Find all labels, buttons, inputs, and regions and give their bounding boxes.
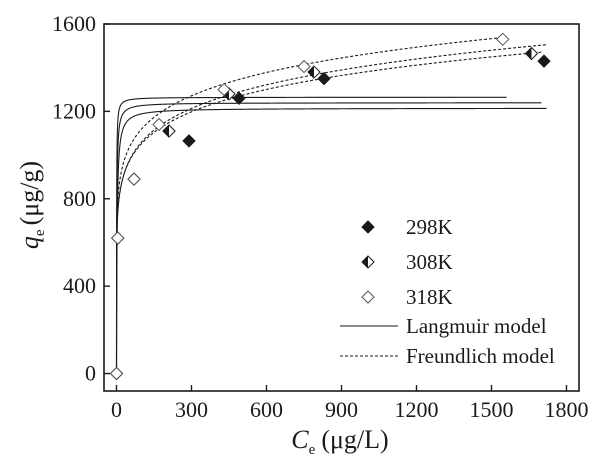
legend-marker-308K (361, 255, 375, 269)
data-point-318K (496, 32, 510, 46)
marker-half (525, 47, 532, 60)
legend-label-langmuir: Langmuir model (406, 314, 547, 338)
y-tick-label: 1200 (52, 98, 96, 123)
marker-body (232, 91, 246, 105)
data-point-298K (232, 91, 246, 105)
data-point-308K (524, 46, 539, 61)
y-tick-label: 1600 (52, 11, 96, 36)
langmuir-curve-308K (115, 102, 542, 374)
legend-label-318k: 318K (406, 285, 453, 309)
x-tick-label: 1200 (395, 397, 439, 422)
data-point-298K (182, 134, 196, 148)
legend-label-298k: 298K (406, 215, 453, 239)
marker-half (163, 125, 169, 138)
legend: 298K 308K 318K Langmuir model Freundlich… (340, 215, 555, 368)
marker-body (217, 82, 231, 97)
legend-marker-318K (361, 290, 375, 304)
marker-body (182, 134, 196, 148)
plot-area (109, 32, 551, 381)
marker-body (361, 290, 375, 304)
legend-label-freundlich: Freundlich model (406, 344, 555, 368)
marker-half (362, 256, 368, 268)
data-point-318K (152, 117, 166, 132)
langmuir-curve-318K (115, 96, 507, 374)
data-point-298K (317, 71, 331, 86)
data-point-308K (307, 65, 321, 79)
legend-marker-298K (361, 220, 375, 234)
marker-body (127, 172, 141, 186)
legend-markers (361, 220, 375, 304)
marker-body (496, 32, 510, 46)
freundlich-curve-318K (116, 36, 507, 240)
y-axis-title-main: q (15, 236, 44, 249)
y-tick-label: 0 (85, 361, 96, 386)
data-points (109, 32, 551, 381)
x-axis-title-unit: (μg/L) (321, 425, 388, 454)
y-axis-title-sub: e (32, 229, 48, 236)
data-point-318K (111, 231, 125, 245)
x-axis-title-sub: e (309, 442, 316, 458)
tick-labels: 0 300 600 900 1200 1500 1800 0 400 800 1200 1600 (52, 11, 589, 422)
freundlich-curve-298K (116, 44, 547, 253)
x-tick-label: 600 (250, 397, 283, 422)
x-tick-label: 300 (175, 397, 208, 422)
axes (103, 23, 580, 392)
marker-body (537, 54, 551, 68)
data-point-308K (162, 124, 176, 138)
x-tick-label: 1500 (470, 397, 514, 422)
fit-curves (115, 36, 547, 374)
y-axis-title: qe (μg/g) (15, 161, 48, 249)
marker-body (361, 220, 375, 234)
marker-body (297, 59, 311, 74)
x-axis-title: Ce (μg/L) (291, 425, 388, 458)
data-point-318K (109, 366, 124, 381)
y-axis-title-unit: (μg/g) (15, 161, 44, 225)
marker-body (111, 231, 125, 245)
x-tick-label: 900 (325, 397, 358, 422)
data-point-298K (537, 54, 551, 68)
x-tick-label: 1800 (545, 397, 589, 422)
x-axis-title-main: C (291, 425, 309, 454)
marker-body (109, 366, 124, 381)
data-point-318K (127, 172, 141, 186)
data-point-318K (297, 59, 311, 74)
data-point-318K (217, 82, 231, 97)
legend-label-308k: 308K (406, 250, 453, 274)
langmuir-curve-298K (115, 107, 547, 374)
y-tick-label: 400 (63, 273, 96, 298)
marker-body (317, 71, 331, 86)
marker-half (308, 66, 314, 79)
x-tick-label: 0 (111, 397, 122, 422)
y-tick-label: 800 (63, 186, 96, 211)
freundlich-curve-308K (116, 51, 542, 251)
marker-body (152, 117, 166, 132)
